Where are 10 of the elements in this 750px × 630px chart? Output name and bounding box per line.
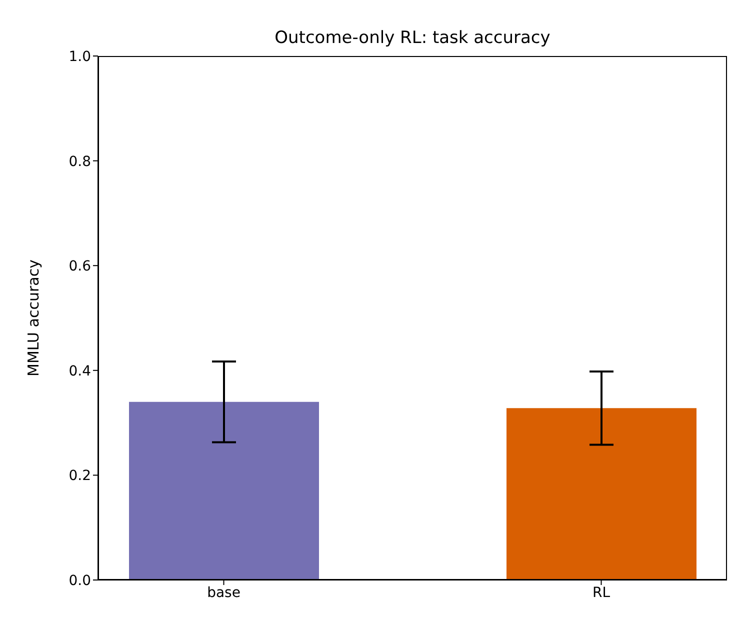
y-tick-label: 0.4 xyxy=(68,363,92,380)
chart-title: Outcome-only RL: task accuracy xyxy=(274,28,552,48)
y-tick-label: 0.6 xyxy=(68,258,92,275)
y-tick-label: 0.0 xyxy=(68,572,91,589)
x-tick-label: base xyxy=(207,584,240,601)
y-tick-label: 0.8 xyxy=(68,154,91,170)
x-tick-label: RL xyxy=(592,584,610,601)
y-tick-label: 1.0 xyxy=(68,48,91,65)
y-tick-label: 0.2 xyxy=(68,468,91,484)
y-axis-title: MMLU accuracy xyxy=(24,259,42,376)
